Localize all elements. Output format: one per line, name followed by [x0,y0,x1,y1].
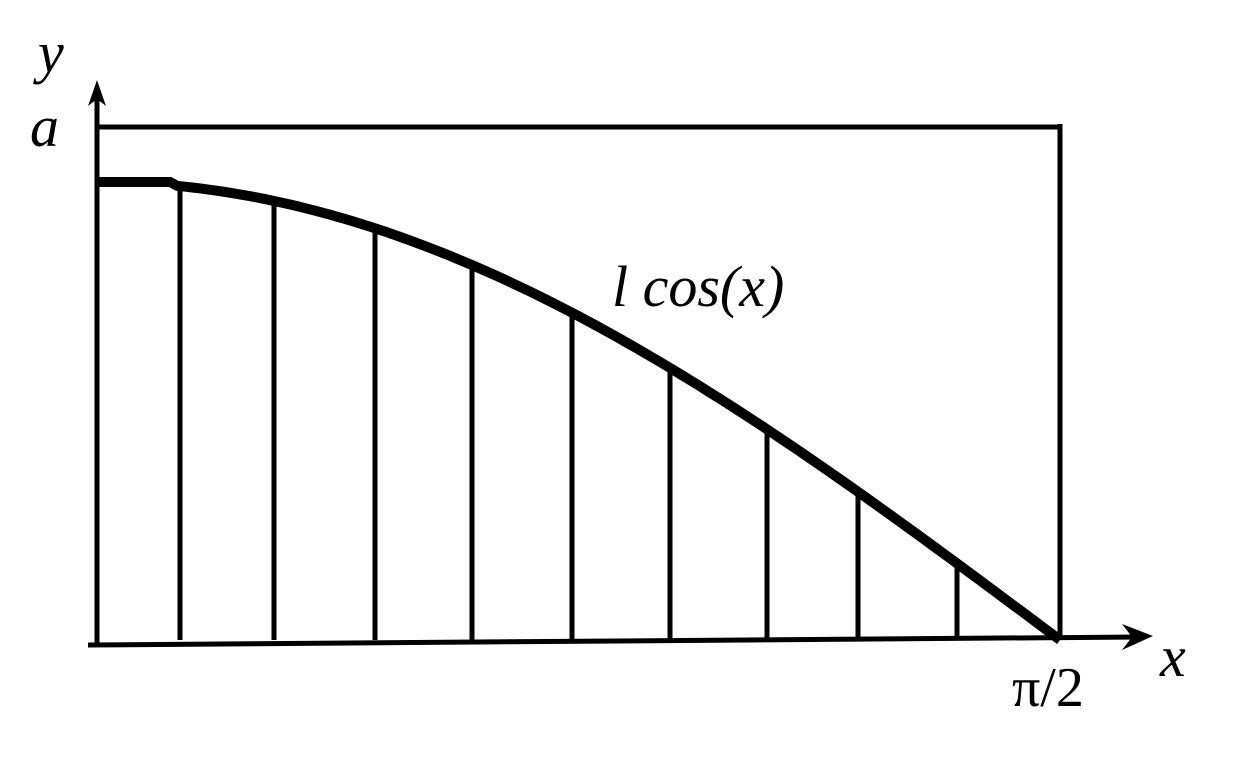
x-axis-line [87,634,1141,648]
y-axis-label: y [33,20,64,85]
a-value-label: a [30,94,59,159]
y-axis-arrow [88,80,106,106]
x-end-label: π/2 [1012,657,1084,719]
x-axis-label: x [1159,624,1186,689]
cos-curve [97,177,1063,644]
x-axis-arrow [1122,624,1153,650]
hatch-lines [177,186,960,640]
curve-label: l cos(x) [612,254,784,319]
